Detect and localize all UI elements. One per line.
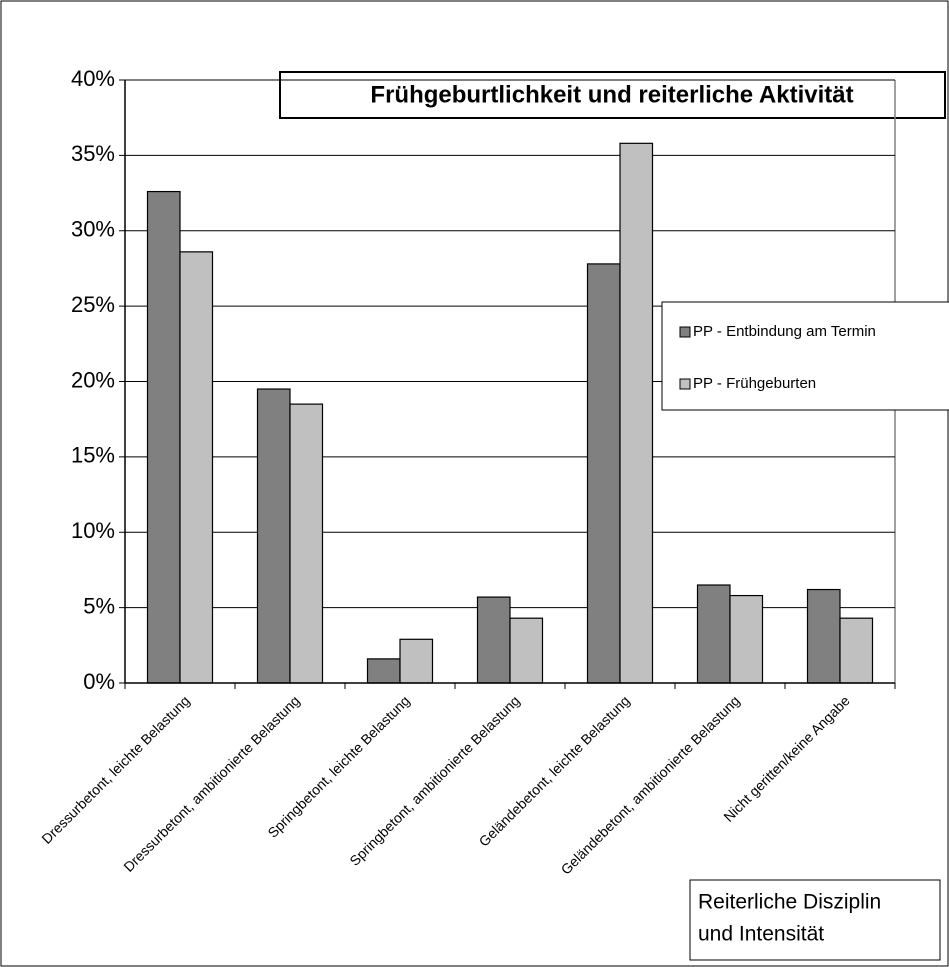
bar [839,617,874,684]
bar [806,588,841,684]
y-tick-label: 20% [71,367,115,392]
y-tick-label: 10% [71,518,115,543]
bar [179,251,214,684]
bar [256,388,291,684]
x-axis-label: Reiterliche Disziplin [698,891,881,914]
legend-box [661,301,949,411]
bar [509,617,544,684]
legend-label: PP - Entbindung am Termin [693,323,876,340]
bar [586,263,621,684]
x-label-box [689,879,941,961]
bar [146,190,181,684]
bar [696,584,731,684]
bar [399,638,434,684]
y-tick-label: 40% [71,66,115,91]
bar [476,596,511,684]
y-tick-label: 15% [71,443,115,468]
legend-swatch [679,326,691,338]
bar [289,403,324,684]
x-axis-label: und Intensität [698,923,824,946]
y-tick-label: 0% [83,669,115,694]
bar [729,594,764,684]
y-tick-label: 35% [71,141,115,166]
bar [619,142,654,684]
legend-label: PP - Frühgeburten [693,375,816,392]
chart-title: Frühgeburtlichkeit und reiterliche Aktiv… [370,81,853,108]
legend-swatch [679,378,691,390]
bar [366,658,401,684]
y-tick-label: 30% [71,217,115,242]
y-tick-label: 5% [83,593,115,618]
y-tick-label: 25% [71,292,115,317]
